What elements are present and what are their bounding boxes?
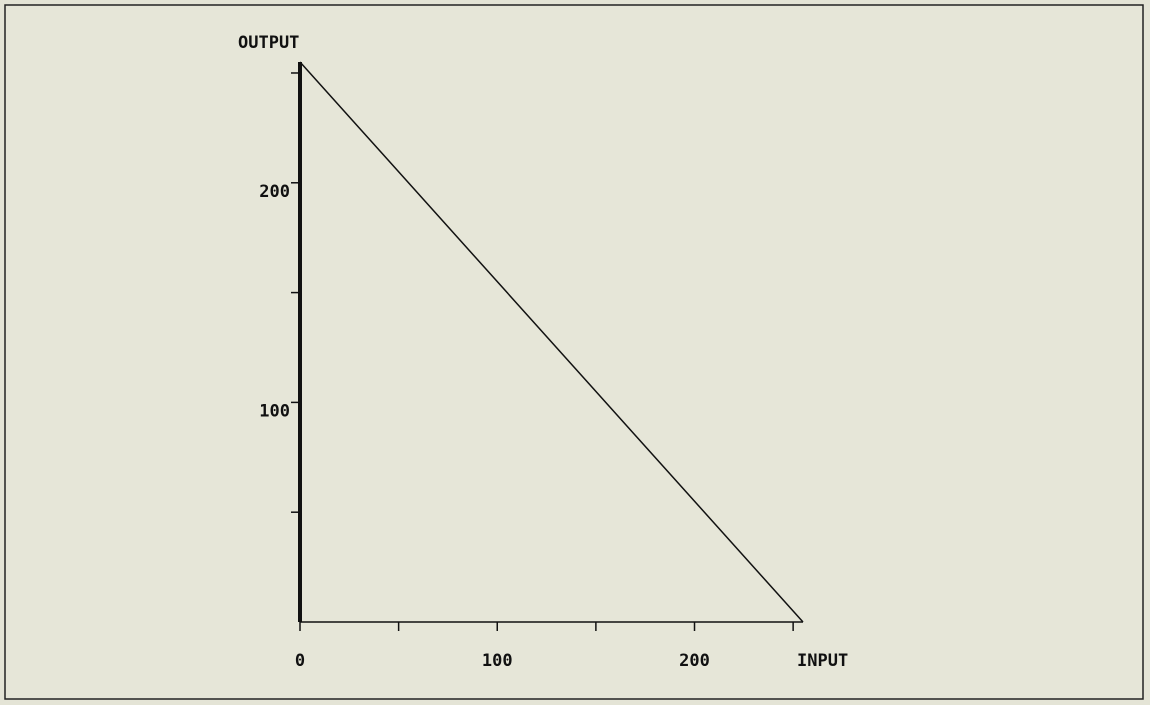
y-tick-label: 100 (259, 401, 290, 421)
x-tick-label: 0 (295, 651, 305, 671)
x-tick-label: 100 (482, 651, 513, 671)
x-tick-label: 200 (679, 651, 710, 671)
data-line (299, 61, 804, 623)
y-axis-label: OUTPUT (238, 33, 299, 53)
y-tick-label: 200 (259, 182, 290, 202)
frame (4, 4, 1144, 700)
x-axis-label: INPUT (797, 651, 848, 671)
